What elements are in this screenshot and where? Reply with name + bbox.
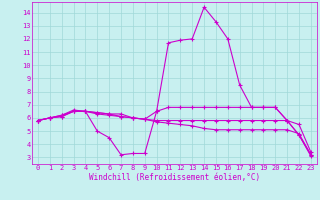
X-axis label: Windchill (Refroidissement éolien,°C): Windchill (Refroidissement éolien,°C) bbox=[89, 173, 260, 182]
